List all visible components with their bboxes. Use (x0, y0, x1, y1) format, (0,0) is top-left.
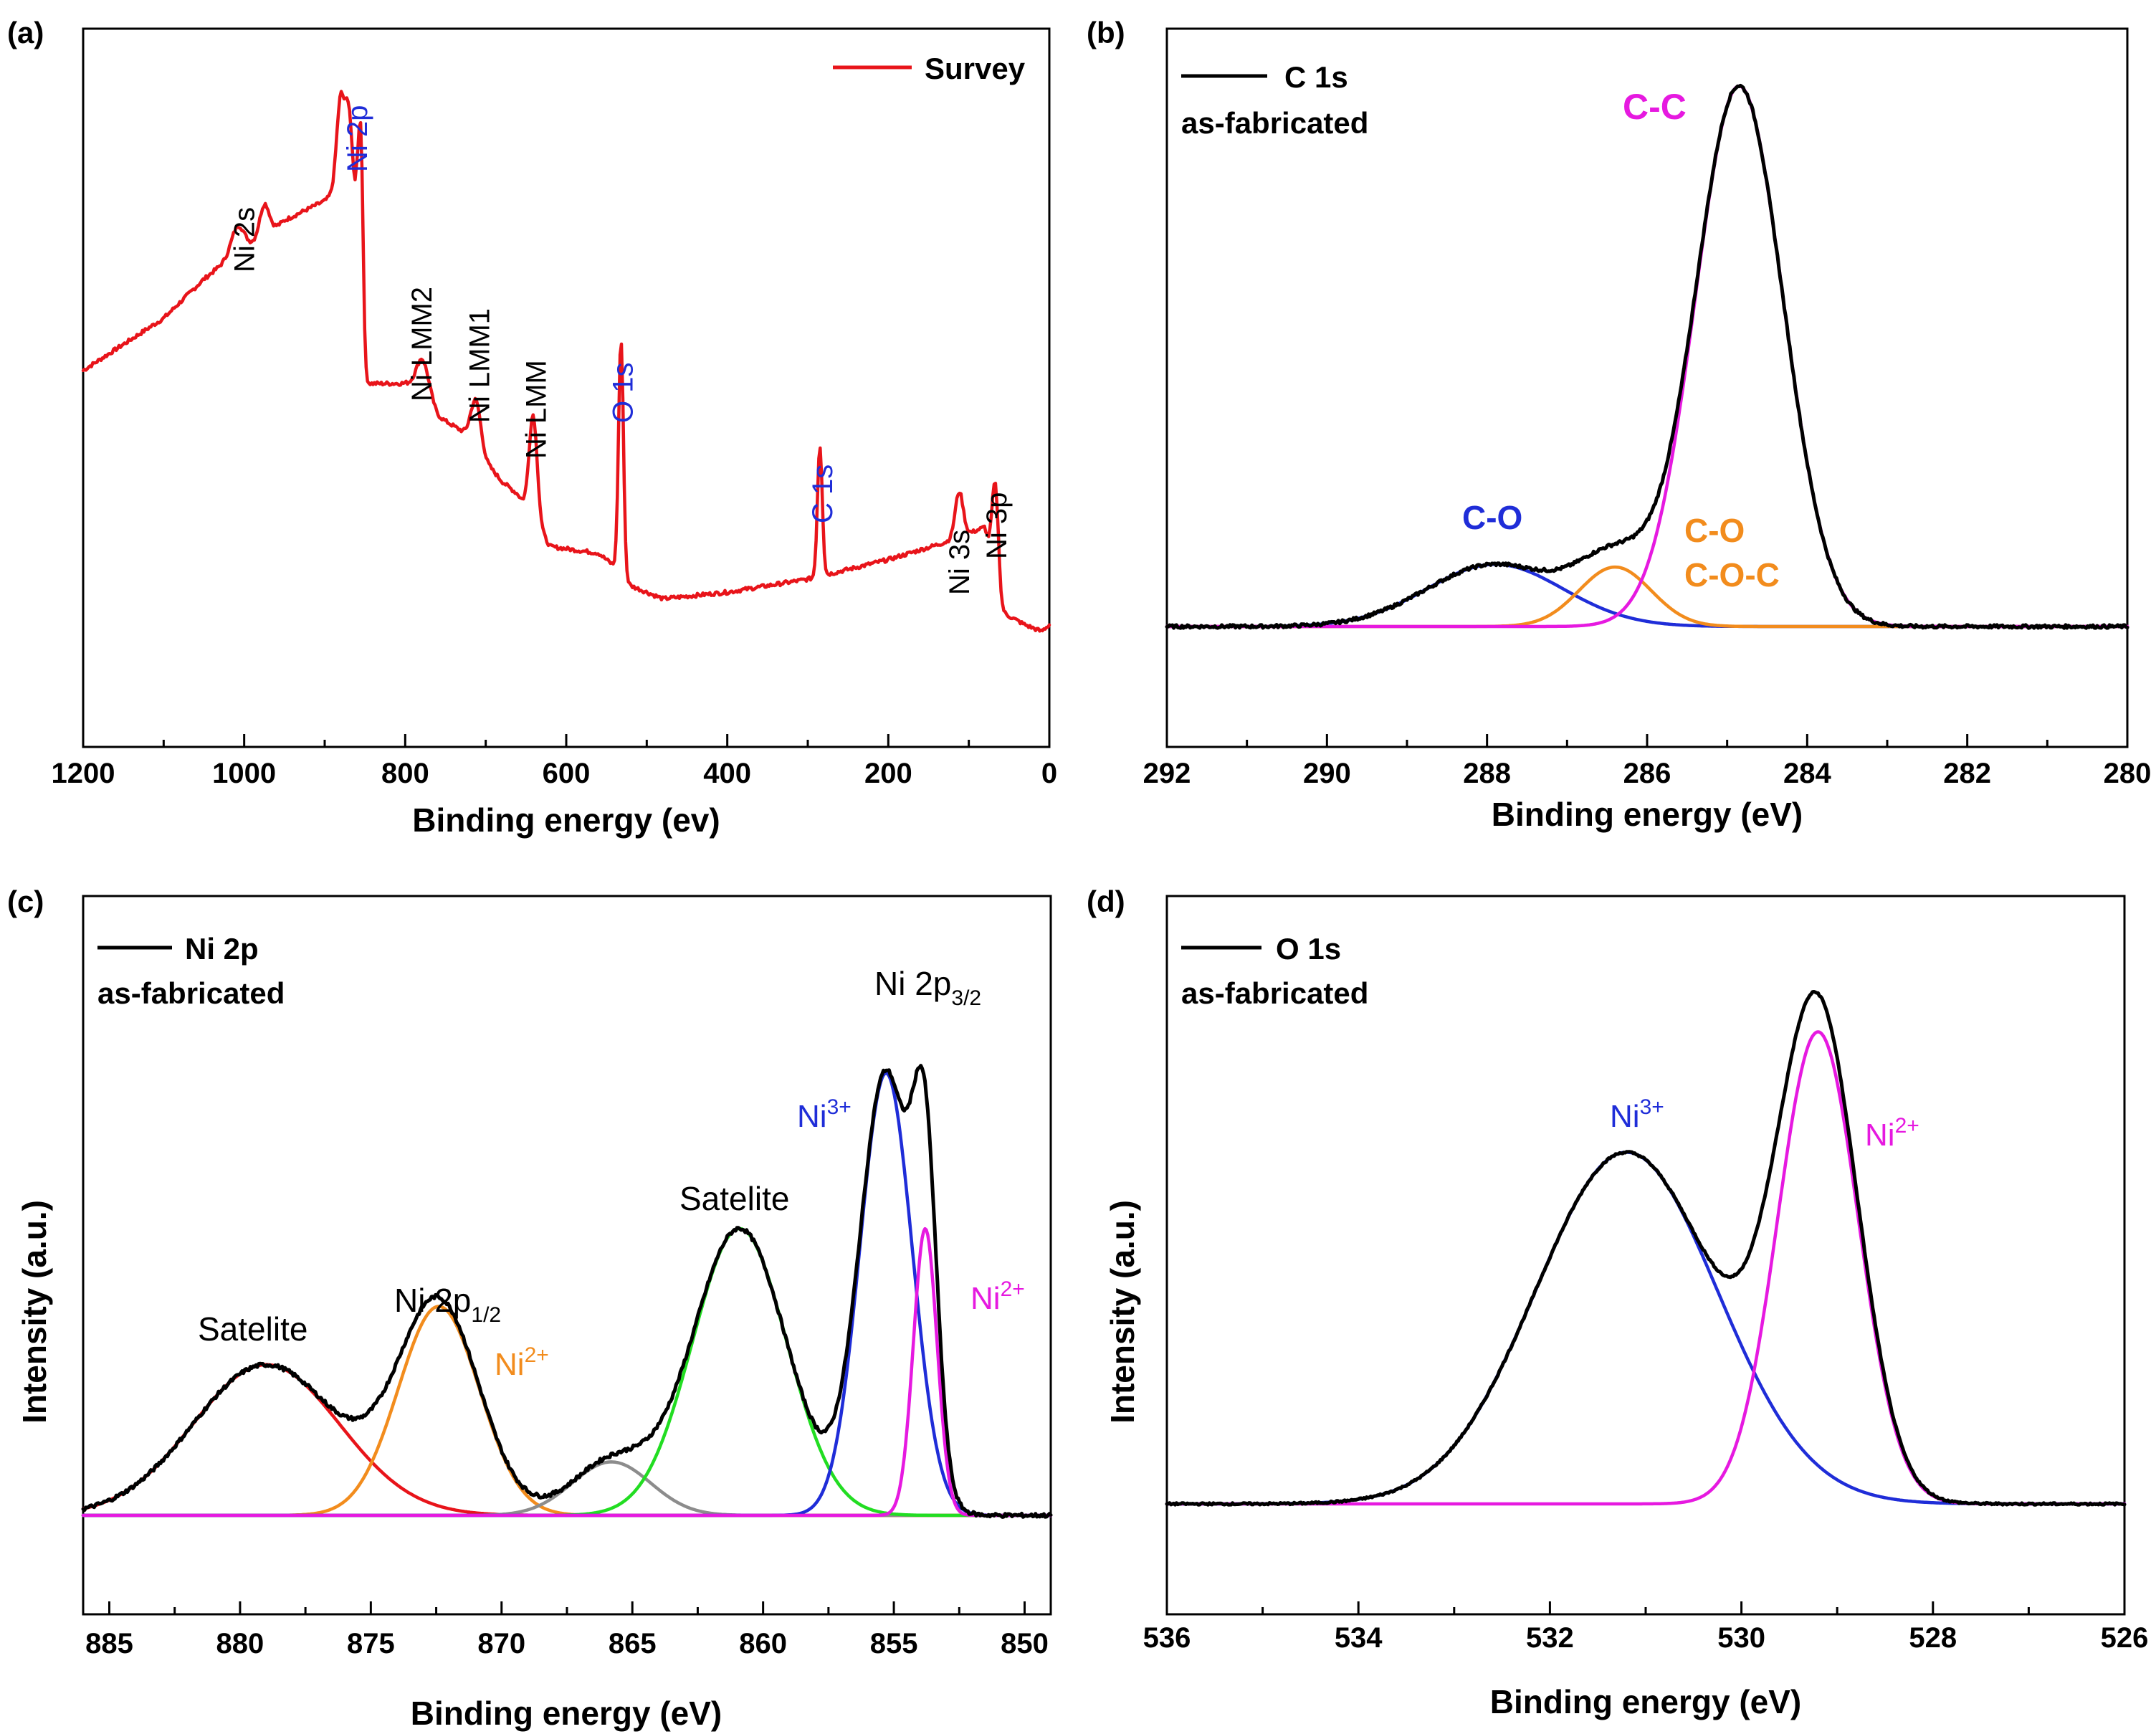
series-d-0 (1165, 1151, 2127, 1506)
annotation-ni2plus-d: Ni2+ (1865, 1114, 1919, 1153)
x-ticks-d: 536 534 532 530 528 526 (1143, 1601, 2149, 1654)
x-tick-label-c-7: 850 (1001, 1628, 1049, 1659)
annotation-c-o-c: C-O-C (1684, 556, 1780, 594)
survey-annotation-1: Ni 2p (342, 105, 373, 172)
annotation-satelite-right: Satelite (679, 1180, 789, 1217)
legend-label-survey: Survey (925, 52, 1026, 85)
x-tick-label-d-5: 526 (2101, 1622, 2149, 1654)
x-tick-label-a-2: 800 (381, 758, 429, 789)
x-tick-label-b-0: 292 (1143, 758, 1191, 789)
curves-a (81, 90, 1051, 633)
curves-b (1165, 83, 2129, 630)
series-c-6 (81, 1064, 1053, 1519)
annotation-satelite-left: Satelite (198, 1310, 307, 1348)
x-tick-label-a-1: 1000 (212, 758, 276, 789)
x-axis-label-d: Binding energy (eV) (1490, 1683, 1801, 1720)
annotations-a: Ni 2s Ni 2p Ni LMM2 Ni LMM1 Ni LMM O 1s C 1s Ni… (229, 105, 1013, 595)
legend-label-c1s: C 1s (1284, 60, 1348, 94)
survey-annotation-2: Ni LMM2 (406, 287, 438, 401)
series-c-2 (81, 1460, 1053, 1518)
series-a-0 (81, 90, 1051, 633)
x-tick-label-c-4: 865 (609, 1628, 657, 1659)
x-ticks-b: 292 290 288 286 284 282 280 (1143, 734, 2152, 789)
series-c-5 (81, 1226, 1053, 1518)
annotation-ni2p-3-2: Ni 2p3/2 (874, 965, 981, 1010)
x-axis-label-a: Binding energy (ev) (412, 801, 720, 839)
panel-label-d: (d) (1087, 885, 1125, 918)
plot-frame-a (82, 27, 1051, 748)
survey-annotation-8: Ni 3p (981, 492, 1013, 559)
x-tick-label-b-4: 284 (1783, 758, 1831, 789)
x-tick-label-d-4: 528 (1909, 1622, 1957, 1654)
x-tick-label-a-4: 400 (703, 758, 751, 789)
series-c-3 (81, 1226, 1053, 1518)
x-tick-label-c-5: 860 (739, 1628, 787, 1659)
panel-label-c: (c) (7, 885, 44, 918)
panel-c: (c) 885 880 875 870 865 860 855 850 Ni 2p as-fa… (7, 885, 1053, 1732)
series-b-2 (1165, 84, 2129, 629)
series-b-1 (1165, 565, 2129, 629)
x-tick-label-c-0: 885 (85, 1628, 133, 1659)
x-tick-label-c-1: 880 (216, 1628, 264, 1659)
legend-label-o1s: O 1s (1276, 932, 1341, 966)
x-tick-label-b-1: 290 (1303, 758, 1351, 789)
x-tick-label-c-3: 870 (477, 1628, 525, 1659)
y-axis-label-c: Intensity (a.u.) (16, 1200, 53, 1424)
x-tick-label-a-5: 200 (864, 758, 912, 789)
annotation-ni3plus-d: Ni3+ (1610, 1095, 1664, 1134)
panel-label-a: (a) (7, 16, 44, 49)
panel-b: (b) 292 290 288 286 284 282 280 C 1s as-fabric… (1087, 16, 2152, 833)
x-tick-label-b-3: 286 (1623, 758, 1671, 789)
x-axis-label-c: Binding energy (eV) (411, 1695, 722, 1732)
x-ticks-c: 885 880 875 870 865 860 855 850 (85, 1601, 1049, 1659)
sample-label-d: as-fabricated (1181, 976, 1368, 1010)
x-axis-label-b: Binding energy (eV) (1492, 796, 1803, 833)
legend-label-ni2p: Ni 2p (185, 932, 259, 966)
x-tick-label-a-6: 0 (1041, 758, 1057, 789)
survey-annotation-6: C 1s (807, 465, 839, 523)
series-b-3 (1165, 83, 2129, 630)
x-tick-label-c-2: 875 (347, 1628, 395, 1659)
x-tick-label-b-6: 280 (2104, 758, 2152, 789)
survey-annotation-4: Ni LMM (520, 360, 552, 459)
annotation-c-c: C-C (1623, 87, 1687, 127)
series-d-2 (1165, 990, 2127, 1507)
x-tick-label-d-0: 536 (1143, 1622, 1191, 1654)
annotation-ni2p-1-2: Ni 2p1/2 (394, 1282, 501, 1327)
annotation-ni3plus-blue: Ni3+ (797, 1095, 852, 1134)
x-tick-label-d-3: 530 (1717, 1622, 1765, 1654)
annotation-ni2plus-magenta: Ni2+ (970, 1277, 1025, 1316)
survey-annotation-0: Ni 2s (229, 207, 261, 272)
annotation-ni2plus-orange: Ni2+ (495, 1343, 549, 1382)
panel-label-b: (b) (1087, 16, 1125, 49)
annotation-c-o-orange: C-O (1684, 512, 1745, 549)
x-ticks-a: 1200 1000 800 600 400 200 0 (52, 734, 1057, 789)
x-tick-label-b-5: 282 (1943, 758, 1991, 789)
x-tick-label-b-2: 288 (1463, 758, 1511, 789)
x-tick-label-c-6: 855 (870, 1628, 918, 1659)
panel-a: (a) 1200 1000 800 600 400 200 0 Ni 2s Ni 2p Ni L… (7, 16, 1057, 839)
annotation-c-o-blue: C-O (1462, 499, 1522, 536)
survey-annotation-5: O 1s (608, 363, 639, 423)
curves-c (81, 1064, 1053, 1519)
x-tick-label-a-3: 600 (543, 758, 591, 789)
x-tick-label-a-0: 1200 (52, 758, 115, 789)
survey-annotation-3: Ni LMM1 (464, 308, 496, 423)
sample-label-c: as-fabricated (97, 976, 285, 1010)
sample-label-b: as-fabricated (1181, 106, 1368, 140)
curves-d (1165, 990, 2127, 1507)
x-tick-label-d-1: 534 (1335, 1622, 1383, 1654)
survey-annotation-7: Ni 3s (944, 530, 976, 595)
x-tick-label-d-2: 532 (1526, 1622, 1574, 1654)
series-b-0 (1165, 563, 2129, 629)
panel-d: (d) 536 534 532 530 528 526 O 1s as-fabricate… (1087, 885, 2149, 1720)
y-axis-label-d: Intensity (a.u.) (1104, 1200, 1141, 1424)
